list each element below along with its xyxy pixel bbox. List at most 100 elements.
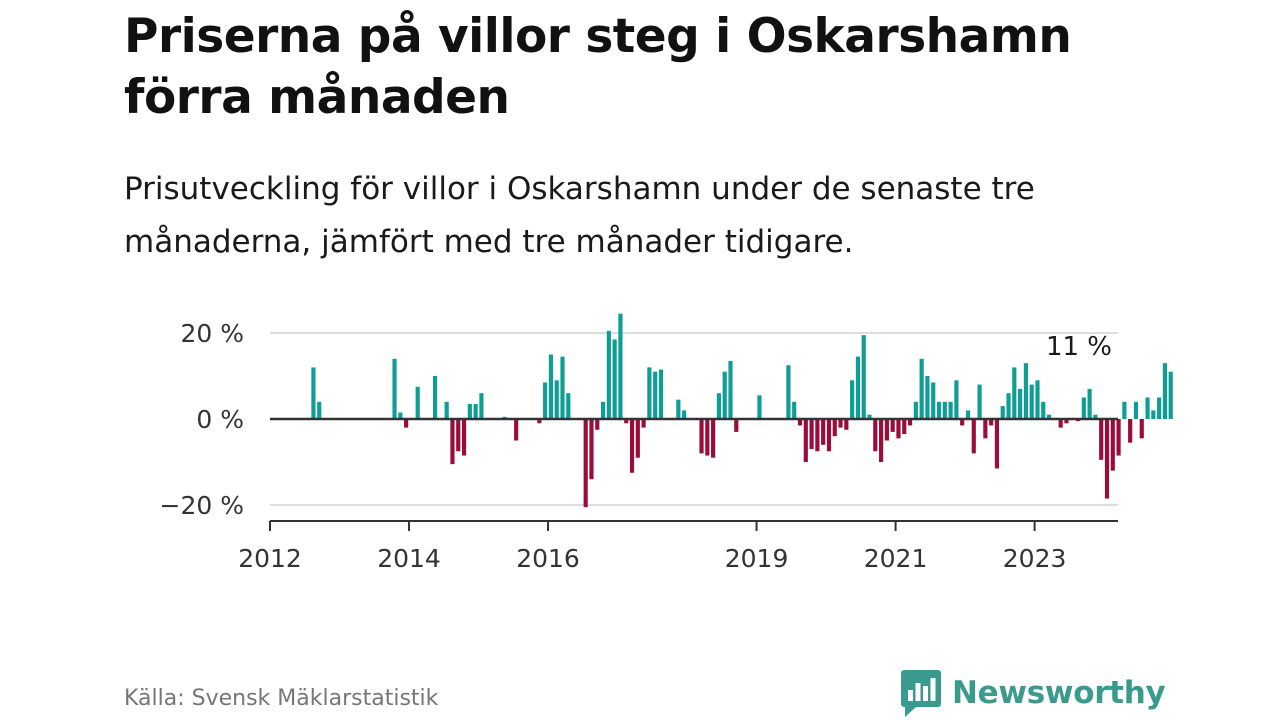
source-note: Källa: Svensk Mäklarstatistik: [124, 686, 439, 711]
bar: [1168, 371, 1173, 419]
bar: [925, 376, 930, 419]
bar: [618, 313, 623, 419]
bar: [479, 393, 484, 419]
bar: [404, 419, 409, 428]
bar: [977, 384, 982, 419]
bar: [936, 401, 942, 419]
bar: [676, 399, 681, 419]
bar: [450, 419, 455, 465]
bar: [560, 356, 565, 419]
bar: [931, 382, 936, 419]
bar: [612, 339, 617, 419]
bar: [734, 419, 739, 432]
bar: [844, 419, 849, 430]
bar: [983, 419, 988, 439]
bar: [942, 401, 947, 419]
chart-subtitle: Prisutveckling för villor i Oskarshamn u…: [124, 171, 1035, 260]
bar: [311, 367, 316, 419]
x-tick-label: 2016: [516, 544, 580, 573]
bar: [543, 382, 548, 419]
bar: [1035, 380, 1040, 419]
bar: [641, 419, 646, 428]
bar: [797, 419, 803, 426]
x-tick-label: 2014: [377, 544, 441, 573]
bar: [716, 393, 721, 419]
bar: [1133, 401, 1139, 419]
bar: [994, 419, 1000, 469]
x-tick-label: 2021: [864, 544, 928, 573]
bar: [855, 356, 861, 419]
bar: [1093, 414, 1098, 419]
bar: [1046, 414, 1052, 419]
brand-logo: Newsworthy: [900, 668, 1166, 718]
bar: [1058, 419, 1063, 428]
bar: [583, 419, 588, 508]
bar: [960, 419, 965, 426]
bar: [861, 335, 866, 419]
bar: [809, 419, 814, 450]
bar: [629, 419, 635, 473]
bar: [832, 419, 837, 437]
bar: [1081, 397, 1086, 419]
bar: [682, 410, 687, 419]
brand-name: Newsworthy: [952, 675, 1166, 711]
x-tick-label: 2012: [238, 544, 302, 573]
x-tick-label: 2019: [725, 544, 789, 573]
x-axis-labels: 2012 2014 2016 2019 2021 2023: [238, 544, 1066, 573]
bar: [548, 354, 554, 419]
bar: [803, 419, 808, 462]
bar: [867, 414, 872, 419]
bar: [711, 419, 716, 458]
bar: [1006, 393, 1011, 419]
bar: [1023, 363, 1028, 419]
y-tick-label: 0 %: [196, 405, 244, 434]
bar: [913, 401, 918, 419]
bar: [1139, 419, 1144, 439]
bar-chart: 20 % 0 % −20 % 2012 2014 2016 2019 2021 2023 11…: [160, 313, 1173, 573]
bar: [1029, 384, 1034, 419]
bar: [728, 360, 733, 419]
bar: [757, 395, 762, 419]
bar: [948, 401, 953, 419]
bar: [1116, 419, 1121, 456]
bar: [1104, 419, 1110, 499]
bar: [1162, 363, 1167, 419]
axes: [269, 417, 1118, 531]
bar: [919, 358, 924, 419]
y-tick-label: −20 %: [160, 491, 244, 520]
bar: [722, 371, 727, 419]
bar: [467, 403, 472, 419]
bar-series: [311, 313, 1173, 508]
bar: [1145, 397, 1150, 419]
bar: [554, 380, 559, 419]
bar: [1018, 388, 1023, 419]
bar: [566, 393, 571, 419]
bar: [838, 419, 843, 428]
bar: [902, 419, 907, 435]
bar: [989, 419, 994, 426]
bar: [890, 419, 895, 432]
bar: [653, 371, 658, 419]
bar: [850, 380, 855, 419]
y-axis-labels: 20 % 0 % −20 %: [160, 319, 244, 520]
bar: [1099, 419, 1104, 460]
last-value-label: 11 %: [1046, 332, 1112, 362]
bar: [699, 419, 704, 454]
bar: [1012, 367, 1017, 419]
bar: [1128, 419, 1133, 443]
bar: [896, 419, 901, 439]
bar: [624, 419, 629, 424]
bar: [647, 367, 652, 419]
bar: [1064, 419, 1069, 424]
bar: [826, 419, 832, 452]
bar: [606, 330, 611, 419]
bar: [456, 419, 461, 452]
bar: [589, 419, 594, 480]
bar: [1087, 388, 1092, 419]
bar: [595, 419, 600, 430]
bar: [792, 401, 797, 419]
bar: [971, 419, 976, 454]
bar: [433, 376, 438, 419]
bar: [1157, 397, 1162, 419]
bar: [907, 419, 913, 426]
